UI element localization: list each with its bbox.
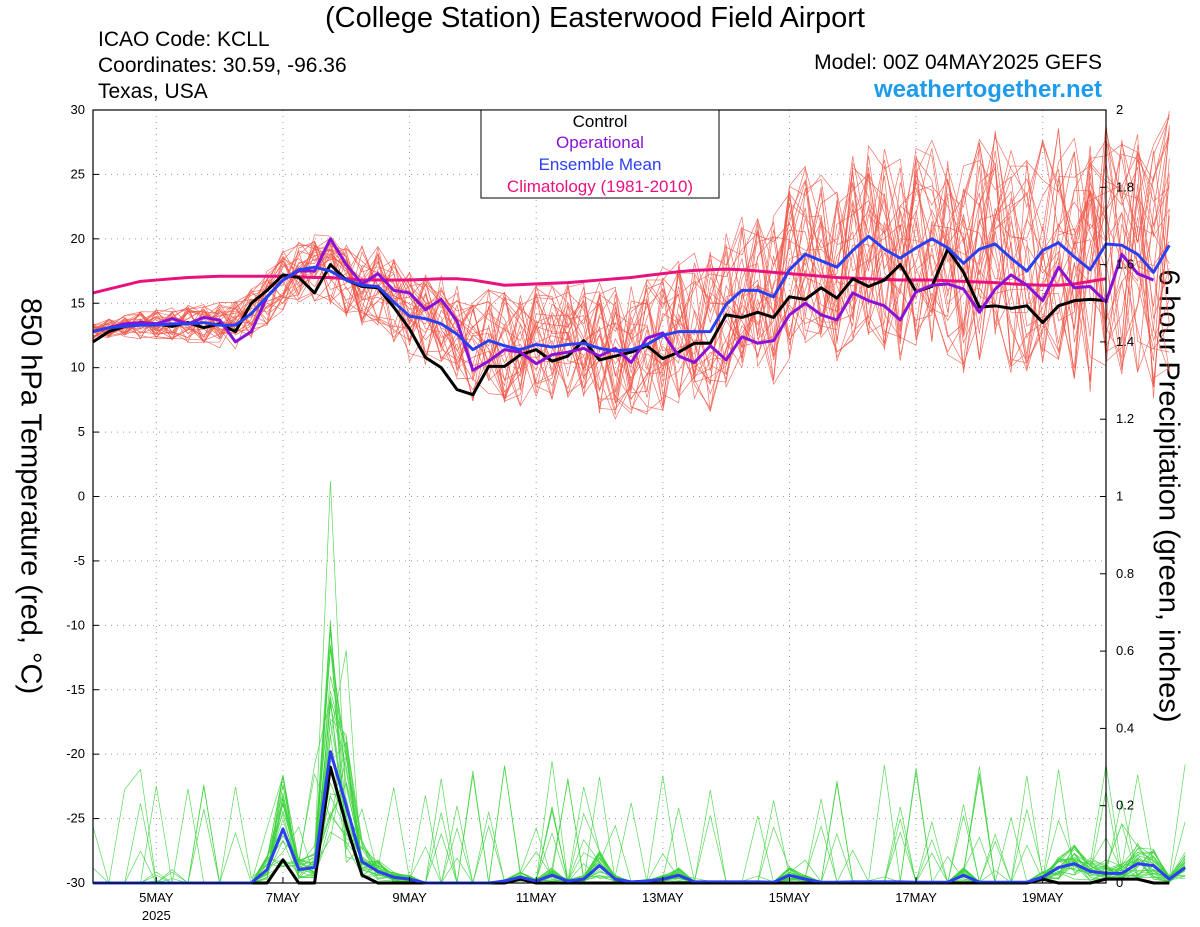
y-tick-label: 0 <box>78 489 85 504</box>
y-tick-label: -15 <box>66 682 85 697</box>
x-tick-label: 11MAY <box>516 890 557 905</box>
precipitation-member-line <box>93 481 1186 884</box>
y-tick-label: 15 <box>71 295 85 310</box>
temperature-member-line <box>92 128 1170 413</box>
y-tick-label: -20 <box>66 746 85 761</box>
temperature-member-line <box>92 125 1170 392</box>
precipitation-member-line <box>93 775 1186 884</box>
control-precip-line <box>93 765 1170 885</box>
precipitation-member-line <box>93 646 1186 884</box>
precipitation-member-line <box>93 705 1186 884</box>
legend-climatology: Climatology (1981-2010) <box>507 177 693 196</box>
precipitation-member-line <box>93 644 1186 884</box>
y2-tick-label: 0.2 <box>1116 798 1134 813</box>
control-temp-line <box>92 247 1107 397</box>
y-tick-label: 5 <box>78 424 85 439</box>
ensemble-mean-precip-line <box>93 750 1187 885</box>
x-tick-label: 15MAY <box>769 890 811 905</box>
legend-box <box>480 109 720 199</box>
y2-tick-label: 0.6 <box>1116 643 1134 658</box>
precipitation-member-line <box>93 650 1186 884</box>
legend-ensemble-mean: Ensemble Mean <box>539 155 662 174</box>
y2-tick-label: 0.8 <box>1116 566 1134 581</box>
precipitation-member-line <box>92 776 1186 884</box>
legend-operational: Operational <box>556 133 644 152</box>
y2-tick-label: 1.8 <box>1116 179 1134 194</box>
legend: Control Operational Ensemble Mean Climat… <box>480 109 720 199</box>
temperature-member-line <box>92 117 1170 402</box>
y-tick-label: 25 <box>71 166 85 181</box>
precipitation-member-line <box>93 765 1186 884</box>
precipitation-member-line <box>93 696 1186 884</box>
climatology-line <box>92 267 1107 295</box>
temperature-member-line <box>92 142 1170 400</box>
precipitation-member-line <box>93 764 1186 884</box>
precipitation-member-line <box>92 649 1186 884</box>
y-tick-label: -25 <box>66 811 85 826</box>
x-tick-label: 5MAY <box>139 890 174 905</box>
icao-code: ICAO Code: KCLL <box>98 28 270 51</box>
coordinates: Coordinates: 30.59, -96.36 <box>98 54 347 77</box>
y2-tick-label: 1 <box>1116 489 1123 504</box>
x-tick-sublabel: 2025 <box>142 908 171 923</box>
precipitation-member-line <box>93 629 1186 884</box>
model-run: Model: 00Z 04MAY2025 GEFS <box>814 51 1102 74</box>
precipitation-member-line <box>93 764 1186 884</box>
axis-ticks: 302520151050-5-10-15-20-25-3021.81.61.41… <box>66 102 1134 923</box>
precipitation-member-line <box>93 701 1186 884</box>
y2-tick-label: 1.6 <box>1116 257 1134 272</box>
legend-control: Control <box>573 112 628 131</box>
temperature-member-line <box>92 127 1170 404</box>
x-tick-label: 9MAY <box>392 890 427 905</box>
site-link[interactable]: weathertogether.net <box>873 76 1102 103</box>
y-tick-label: 20 <box>71 231 85 246</box>
y2-tick-label: 0 <box>1116 875 1123 890</box>
ensemble-mean-temp-line <box>92 234 1171 353</box>
chart-title: (College Station) Easterwood Field Airpo… <box>325 2 865 34</box>
y2-tick-label: 1.2 <box>1116 411 1134 426</box>
region: Texas, USA <box>98 80 208 103</box>
temperature-member-line <box>92 150 1170 412</box>
x-tick-label: 13MAY <box>642 890 684 905</box>
y-tick-label: -10 <box>66 617 85 632</box>
y-tick-label: 10 <box>71 360 85 375</box>
y2-tick-label: 1.4 <box>1116 334 1134 349</box>
temperature-member-line <box>92 144 1170 400</box>
y-tick-label: -30 <box>66 875 85 890</box>
x-tick-label: 17MAY <box>895 890 937 905</box>
x-tick-label: 7MAY <box>266 890 301 905</box>
temperature-member-line <box>92 143 1170 389</box>
precipitation-member-line <box>93 699 1186 884</box>
temperature-member-line <box>92 124 1170 404</box>
precipitation-member-line <box>93 690 1186 884</box>
y-tick-label: -5 <box>73 553 85 568</box>
precipitation-member-line <box>93 676 1186 884</box>
y2-tick-label: 2 <box>1116 102 1123 117</box>
precipitation-member-line <box>93 629 1186 884</box>
x-tick-label: 19MAY <box>1022 890 1064 905</box>
y-tick-label: 30 <box>71 102 85 117</box>
y2-tick-label: 0.4 <box>1116 720 1134 735</box>
precipitation-member-line <box>93 702 1186 884</box>
